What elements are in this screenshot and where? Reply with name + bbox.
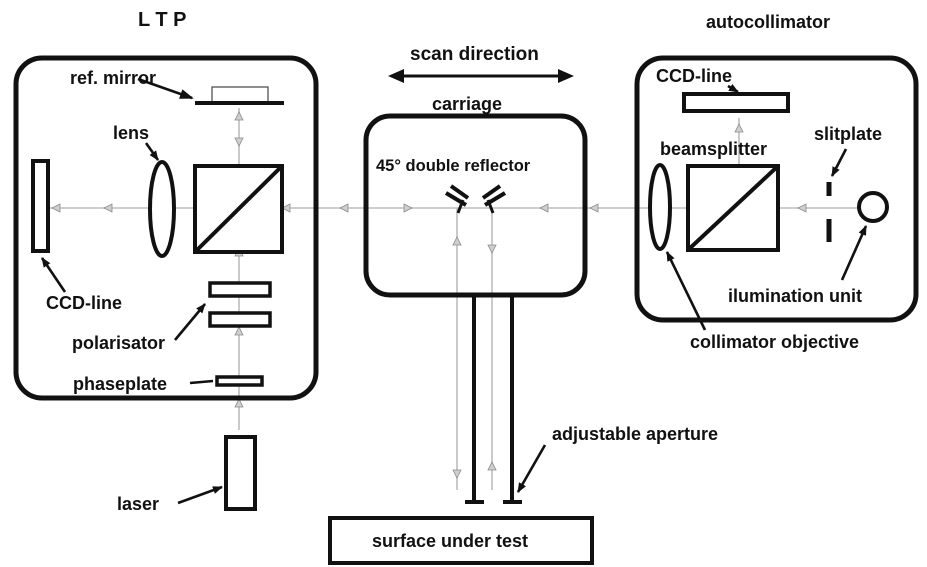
autocollimator-beamsplitter-diagonal bbox=[686, 164, 780, 252]
collimator-objective-pointer bbox=[665, 251, 707, 331]
laser-pointer bbox=[177, 485, 223, 505]
ccd-line-right-pointer bbox=[727, 83, 739, 94]
beam-arrow bbox=[452, 236, 462, 246]
adjustable-aperture-label: adjustable aperture bbox=[552, 424, 718, 444]
polarisator-top bbox=[208, 281, 272, 298]
phaseplate bbox=[215, 375, 264, 387]
ccd-line-left-pointer bbox=[40, 257, 67, 293]
beam-direction-arrows bbox=[51, 111, 807, 479]
ilumination-unit bbox=[857, 191, 889, 223]
polarisator-pointer bbox=[174, 303, 206, 341]
reflector-left bbox=[444, 184, 470, 207]
scan-arrow-left-head bbox=[388, 69, 404, 83]
beam-arrow bbox=[51, 203, 61, 213]
beam-arrow bbox=[734, 123, 744, 133]
reflector-mount bbox=[456, 199, 495, 214]
ltp-title: L T P bbox=[138, 9, 187, 31]
ltp-beamsplitter-diagonal bbox=[193, 164, 284, 254]
ref-mirror-label: ref. mirror bbox=[70, 68, 156, 88]
autocollimator-title: autocollimator bbox=[706, 12, 830, 32]
ref-mirror-pointer bbox=[137, 77, 194, 100]
beamsplitter-label: beamsplitter bbox=[660, 139, 767, 159]
beam-arrow bbox=[403, 203, 413, 213]
lens-pointer bbox=[144, 142, 160, 161]
aperture-pointer bbox=[516, 444, 547, 493]
ltp-box bbox=[13, 55, 319, 401]
beam-arrow bbox=[487, 244, 497, 254]
collimator-objective-label: collimator objective bbox=[690, 332, 859, 352]
ccd-line-right-label: CCD-line bbox=[656, 66, 732, 86]
scan-direction-label: scan direction bbox=[410, 44, 539, 65]
phaseplate-pointer bbox=[189, 379, 214, 385]
carriage-label: carriage bbox=[432, 94, 502, 114]
beam-arrow bbox=[234, 111, 244, 121]
polarisator-bottom bbox=[208, 311, 272, 328]
ccd-line-left bbox=[31, 159, 50, 253]
slitplate-pointer bbox=[830, 148, 848, 177]
lens bbox=[148, 160, 176, 258]
beam-arrow bbox=[234, 137, 244, 147]
double-reflector-label: 45° double reflector bbox=[376, 157, 531, 175]
laser bbox=[224, 435, 257, 511]
beam-arrow bbox=[589, 203, 599, 213]
ref-mirror-housing bbox=[211, 86, 269, 103]
surface-under-test bbox=[328, 516, 594, 565]
phaseplate-label: phaseplate bbox=[73, 374, 167, 394]
autocollimator-box bbox=[634, 55, 919, 323]
laser-label: laser bbox=[117, 494, 159, 514]
beam-arrow bbox=[234, 326, 244, 336]
beam-arrow bbox=[452, 469, 462, 479]
slitplate-label: slitplate bbox=[814, 124, 882, 144]
beam-arrow bbox=[339, 203, 349, 213]
scan-arrow-right-head bbox=[558, 69, 574, 83]
ilumination-unit-pointer bbox=[840, 225, 868, 281]
ilumination-unit-label: ilumination unit bbox=[728, 286, 862, 306]
beam-arrow bbox=[487, 461, 497, 471]
beam-arrow bbox=[539, 203, 549, 213]
beam-arrow bbox=[103, 203, 113, 213]
beam-arrow bbox=[281, 203, 291, 213]
collimator-objective bbox=[648, 163, 672, 251]
surface-under-test-label: surface under test bbox=[372, 531, 528, 551]
carriage-box bbox=[363, 113, 588, 298]
polarisator-label: polarisator bbox=[72, 333, 165, 353]
ccd-line-right bbox=[682, 92, 790, 113]
reflector-right bbox=[481, 184, 507, 207]
beam-arrow bbox=[234, 398, 244, 408]
ccd-line-left-label: CCD-line bbox=[46, 293, 122, 313]
beam-arrow bbox=[797, 203, 807, 213]
lens-label: lens bbox=[113, 123, 149, 143]
